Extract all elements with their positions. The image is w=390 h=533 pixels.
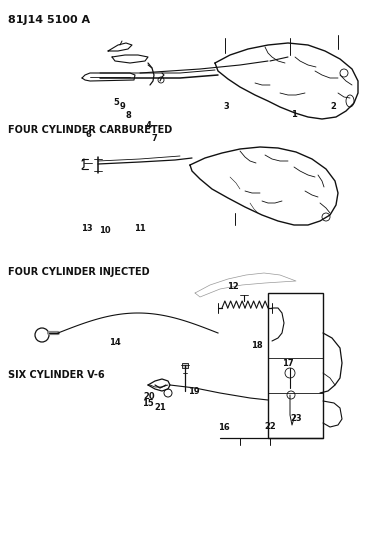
Text: 15: 15 — [142, 399, 153, 408]
Text: 3: 3 — [223, 102, 229, 111]
Text: 7: 7 — [151, 134, 157, 143]
Text: 5: 5 — [113, 98, 119, 107]
Text: 11: 11 — [135, 224, 146, 232]
Text: 21: 21 — [154, 403, 166, 412]
Text: 10: 10 — [99, 227, 111, 235]
Text: 9: 9 — [119, 102, 125, 111]
Text: FOUR CYLINDER INJECTED: FOUR CYLINDER INJECTED — [8, 267, 150, 277]
Text: FOUR CYLINDER CARBURETED: FOUR CYLINDER CARBURETED — [8, 125, 172, 135]
Text: 17: 17 — [282, 359, 294, 368]
Text: 81J14 5100 A: 81J14 5100 A — [8, 15, 90, 25]
Text: 23: 23 — [291, 414, 302, 423]
Text: 8: 8 — [126, 111, 131, 120]
Bar — [268, 293, 323, 438]
Text: 18: 18 — [251, 341, 262, 350]
Text: SIX CYLINDER V-6: SIX CYLINDER V-6 — [8, 370, 105, 380]
Text: 20: 20 — [143, 392, 155, 400]
Text: 12: 12 — [227, 282, 239, 290]
Text: 1: 1 — [291, 110, 298, 119]
Text: 13: 13 — [81, 224, 92, 232]
Text: 2: 2 — [330, 102, 337, 111]
Text: 16: 16 — [218, 423, 230, 432]
Text: 14: 14 — [109, 338, 121, 346]
Text: 22: 22 — [264, 422, 276, 431]
Text: 6: 6 — [86, 130, 92, 139]
Text: 19: 19 — [188, 387, 200, 396]
Bar — [182, 363, 188, 368]
Text: 4: 4 — [145, 121, 151, 130]
